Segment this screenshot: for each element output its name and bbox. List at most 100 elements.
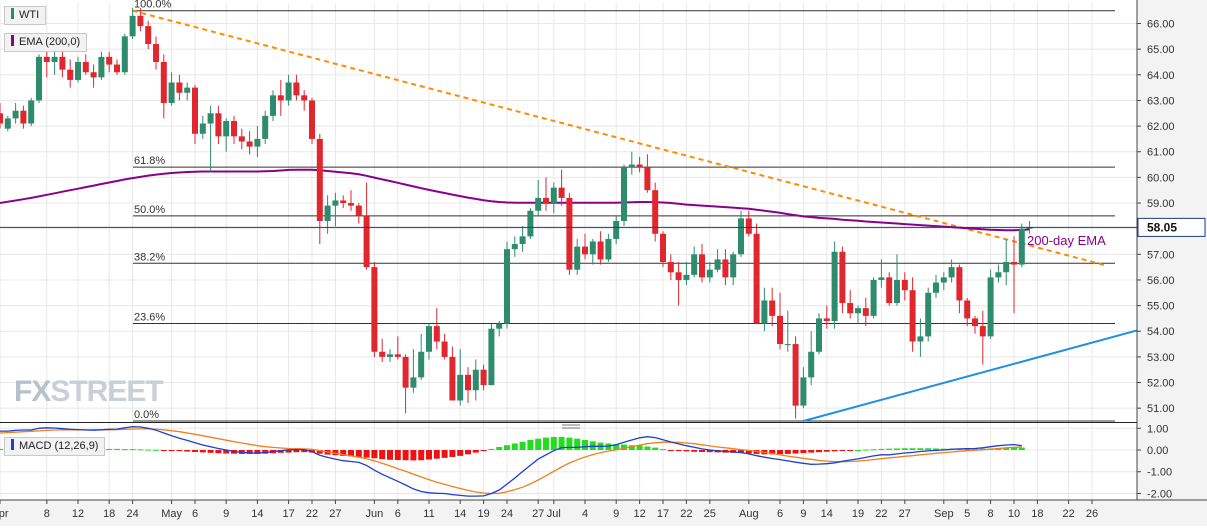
time-tick-label: May [161, 508, 182, 520]
price-tick-label: 52.00 [1147, 378, 1175, 390]
time-tick-label: Jun [366, 508, 384, 520]
candle-up [995, 272, 1002, 278]
candle-up [472, 369, 479, 391]
time-tick-label: 14 [454, 508, 466, 520]
candle-up [12, 110, 19, 119]
time-tick-label: Sep [934, 508, 954, 520]
candle-up [714, 259, 721, 270]
candle-up [691, 254, 698, 275]
macd-histogram-bar [355, 450, 362, 457]
time-tick-label: 6 [395, 508, 401, 520]
price-tick-label: 66.00 [1147, 19, 1175, 31]
candle-up [254, 138, 261, 147]
candle-up [987, 277, 994, 337]
candle-down [316, 138, 323, 221]
legend-instrument-swatch [11, 8, 14, 19]
macd-histogram-bar [348, 450, 354, 457]
macd-histogram-bar [823, 450, 830, 452]
candle-down [348, 203, 354, 206]
macd-histogram-bar [777, 450, 783, 455]
time-tick-label: 22 [306, 508, 318, 520]
watermark-fx: FX [14, 375, 51, 408]
candle-down [543, 197, 549, 204]
candle-up [129, 15, 136, 37]
macd-histogram-bar [808, 450, 815, 453]
time-tick-label: 8 [988, 508, 994, 520]
candle-down [847, 303, 854, 314]
price-tick-label: 57.00 [1147, 249, 1175, 261]
candle-up [387, 354, 393, 357]
time-tick-label: 12 [72, 508, 84, 520]
candle-up [940, 277, 947, 283]
macd-histogram-bar [332, 450, 339, 456]
candle-up [761, 300, 768, 324]
candle-up [527, 210, 534, 237]
candle-up [738, 218, 744, 255]
macd-histogram-bar [480, 450, 487, 452]
legend-ema[interactable]: EMA (200,0) [4, 33, 88, 52]
time-tick-label: 22 [680, 508, 692, 520]
candle-up [613, 220, 620, 239]
time-tick-label: Apr [0, 508, 9, 520]
macd-histogram-bar [0, 448, 3, 450]
time-tick-label: 19 [477, 508, 489, 520]
macd-histogram-bar [207, 450, 214, 453]
candle-down [667, 262, 674, 273]
candle-down [355, 205, 362, 216]
macd-histogram-bar [145, 449, 152, 451]
candle-down [309, 100, 315, 139]
candle-up [816, 318, 822, 352]
candle-up [168, 82, 175, 104]
candle-down [441, 341, 448, 357]
candle-down [777, 315, 783, 345]
macd-histogram-bar [441, 450, 448, 458]
macd-histogram-bar [1018, 447, 1025, 450]
macd-histogram-bar [394, 450, 401, 460]
candle-up [207, 113, 214, 124]
candle-down [160, 61, 167, 104]
candle-up [262, 115, 269, 139]
time-tick-label: 9 [613, 508, 619, 520]
fxstreet-watermark: FXSTREET [14, 375, 164, 408]
candle-down [644, 167, 651, 191]
candle-up [457, 374, 464, 401]
candle-up [36, 56, 42, 101]
candle-down [215, 113, 222, 137]
legend-macd[interactable]: MACD (12,26,9) [4, 437, 106, 456]
macd-signal-line [0, 428, 1022, 495]
candle-down [293, 82, 300, 96]
macd-histogram-bar [379, 450, 386, 460]
price-tick-label: 54.00 [1147, 326, 1175, 338]
fib-level-label: 50.0% [134, 204, 165, 216]
candle-down [769, 300, 776, 316]
macd-histogram-bar [426, 450, 432, 460]
macd-histogram-bar [215, 450, 222, 454]
macd-histogram-bar [683, 450, 690, 452]
macd-histogram-bar [363, 450, 370, 458]
price-tick-label: 59.00 [1147, 198, 1175, 210]
chart-labels: 58.05 200-day EMA [0, 217, 1206, 248]
candle-up [870, 279, 877, 316]
macd-histogram-bar [223, 450, 230, 454]
candle-up [511, 244, 518, 250]
macd-histogram-bar [184, 450, 191, 452]
candle-up [1026, 227, 1033, 229]
legend-instrument[interactable]: WTI [4, 6, 47, 25]
price-tick-label: 64.00 [1147, 70, 1175, 82]
candle-up [933, 282, 939, 293]
candle-down [660, 233, 666, 263]
candle-down [862, 308, 869, 316]
time-tick-label: Aug [739, 508, 759, 520]
candle-up [535, 197, 542, 211]
macd-histogram-bar [254, 450, 261, 454]
time-tick-label: 8 [44, 508, 50, 520]
candle-down [792, 344, 799, 406]
time-tick-label: 27 [532, 508, 544, 520]
legend-macd-swatch [11, 439, 14, 450]
macd-histogram-bar [628, 445, 635, 450]
time-tick-label: 24 [126, 508, 138, 520]
macd-histogram-bar [660, 449, 666, 451]
time-tick-label: 18 [103, 508, 115, 520]
time-axis-background [0, 500, 1207, 526]
macd-histogram-bar [371, 450, 378, 459]
